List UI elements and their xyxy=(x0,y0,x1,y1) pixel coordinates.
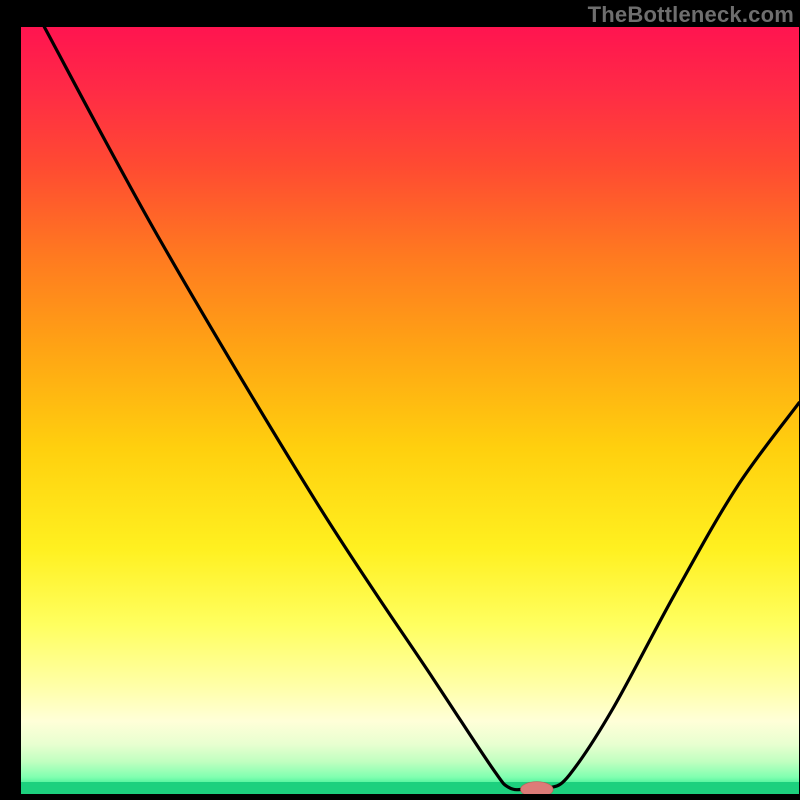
bottleneck-plot xyxy=(21,27,799,794)
chart-frame: TheBottleneck.com xyxy=(0,0,800,800)
watermark-text: TheBottleneck.com xyxy=(588,2,794,28)
gradient-background xyxy=(21,27,799,794)
baseline-band xyxy=(21,782,799,794)
